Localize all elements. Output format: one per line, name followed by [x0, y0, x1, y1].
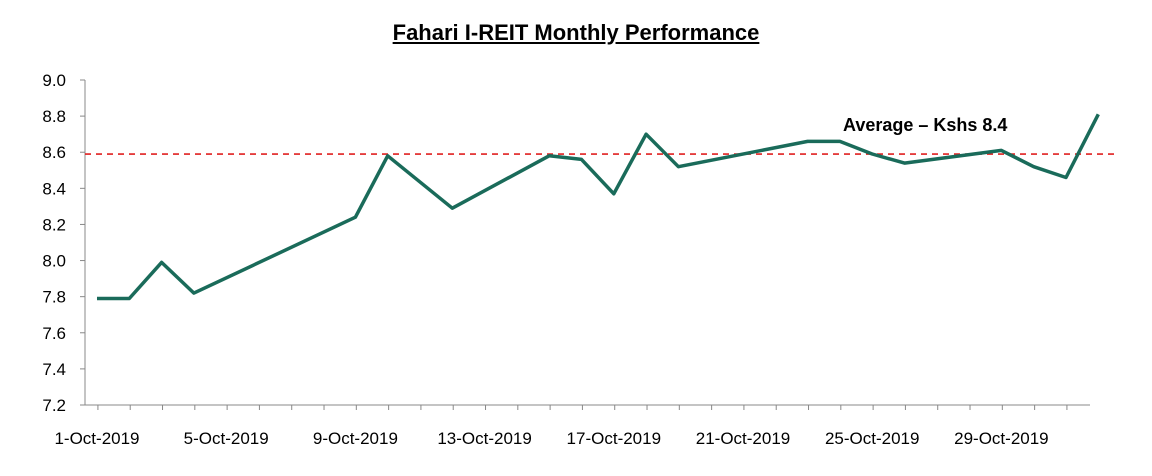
y-tick-label: 7.8: [42, 288, 66, 307]
x-tick-label: 17-Oct-2019: [567, 429, 662, 448]
y-tick-label: 8.6: [42, 143, 66, 162]
y-tick-label: 7.6: [42, 324, 66, 343]
y-tick-label: 8.0: [42, 252, 66, 271]
x-tick-label: 13-Oct-2019: [437, 429, 532, 448]
x-tick-label: 1-Oct-2019: [54, 429, 139, 448]
x-tick-label: 9-Oct-2019: [313, 429, 398, 448]
x-tick-label: 5-Oct-2019: [184, 429, 269, 448]
y-tick-label: 8.8: [42, 107, 66, 126]
series-line: [97, 113, 1100, 301]
x-tick-label: 29-Oct-2019: [954, 429, 1049, 448]
y-tick-label: 8.2: [42, 215, 66, 234]
y-tick-label: 9.0: [42, 71, 66, 90]
chart-title: Fahari I-REIT Monthly Performance: [392, 20, 760, 45]
x-tick-label: 25-Oct-2019: [825, 429, 920, 448]
y-tick-label: 7.2: [42, 396, 66, 415]
x-tick-label: 21-Oct-2019: [696, 429, 791, 448]
y-tick-label: 7.4: [42, 360, 66, 379]
y-tick-label: 8.4: [42, 179, 66, 198]
average-annotation: Average – Kshs 8.4: [843, 115, 1007, 135]
